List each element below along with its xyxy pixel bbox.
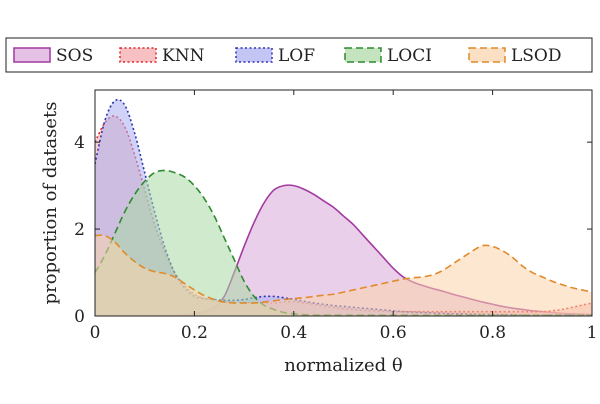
legend: SOS KNN LOF LOCI LSOD xyxy=(5,37,593,73)
y-tick-label: 4 xyxy=(74,133,85,153)
legend-label-loci: LOCI xyxy=(387,46,432,66)
x-tick-label: 1 xyxy=(587,323,598,343)
y-axis: 0 2 4 xyxy=(74,133,592,327)
x-tick-label: 0.2 xyxy=(181,323,208,343)
legend-label-knn: KNN xyxy=(162,46,205,66)
x-tick-label: 0.4 xyxy=(280,323,307,343)
legend-label-lsod: LSOD xyxy=(511,46,562,66)
x-tick-label: 0 xyxy=(90,323,101,343)
legend-label-sos: SOS xyxy=(56,46,93,66)
y-axis-label: proportion of datasets xyxy=(40,102,61,305)
area-lsod xyxy=(95,235,592,316)
legend-swatch-lsod xyxy=(468,47,506,63)
x-axis-label: normalized θ xyxy=(284,355,403,376)
x-axis: 0 0.2 0.4 0.6 0.8 1 xyxy=(90,90,598,343)
plot-areas xyxy=(95,98,592,316)
y-tick-label: 2 xyxy=(74,220,85,240)
legend-swatch-loci xyxy=(344,47,382,63)
plot-frame xyxy=(94,89,593,317)
x-tick-label: 0.8 xyxy=(479,323,506,343)
area-loci xyxy=(95,170,592,316)
y-tick-label: 0 xyxy=(74,307,85,327)
legend-swatch-lof xyxy=(235,47,273,63)
area-sos xyxy=(95,185,592,316)
line-lsod xyxy=(95,234,592,304)
legend-label-lof: LOF xyxy=(278,46,315,66)
legend-swatch-knn xyxy=(119,47,157,63)
x-tick-label: 0.6 xyxy=(380,323,407,343)
legend-swatch-sos xyxy=(13,47,51,63)
